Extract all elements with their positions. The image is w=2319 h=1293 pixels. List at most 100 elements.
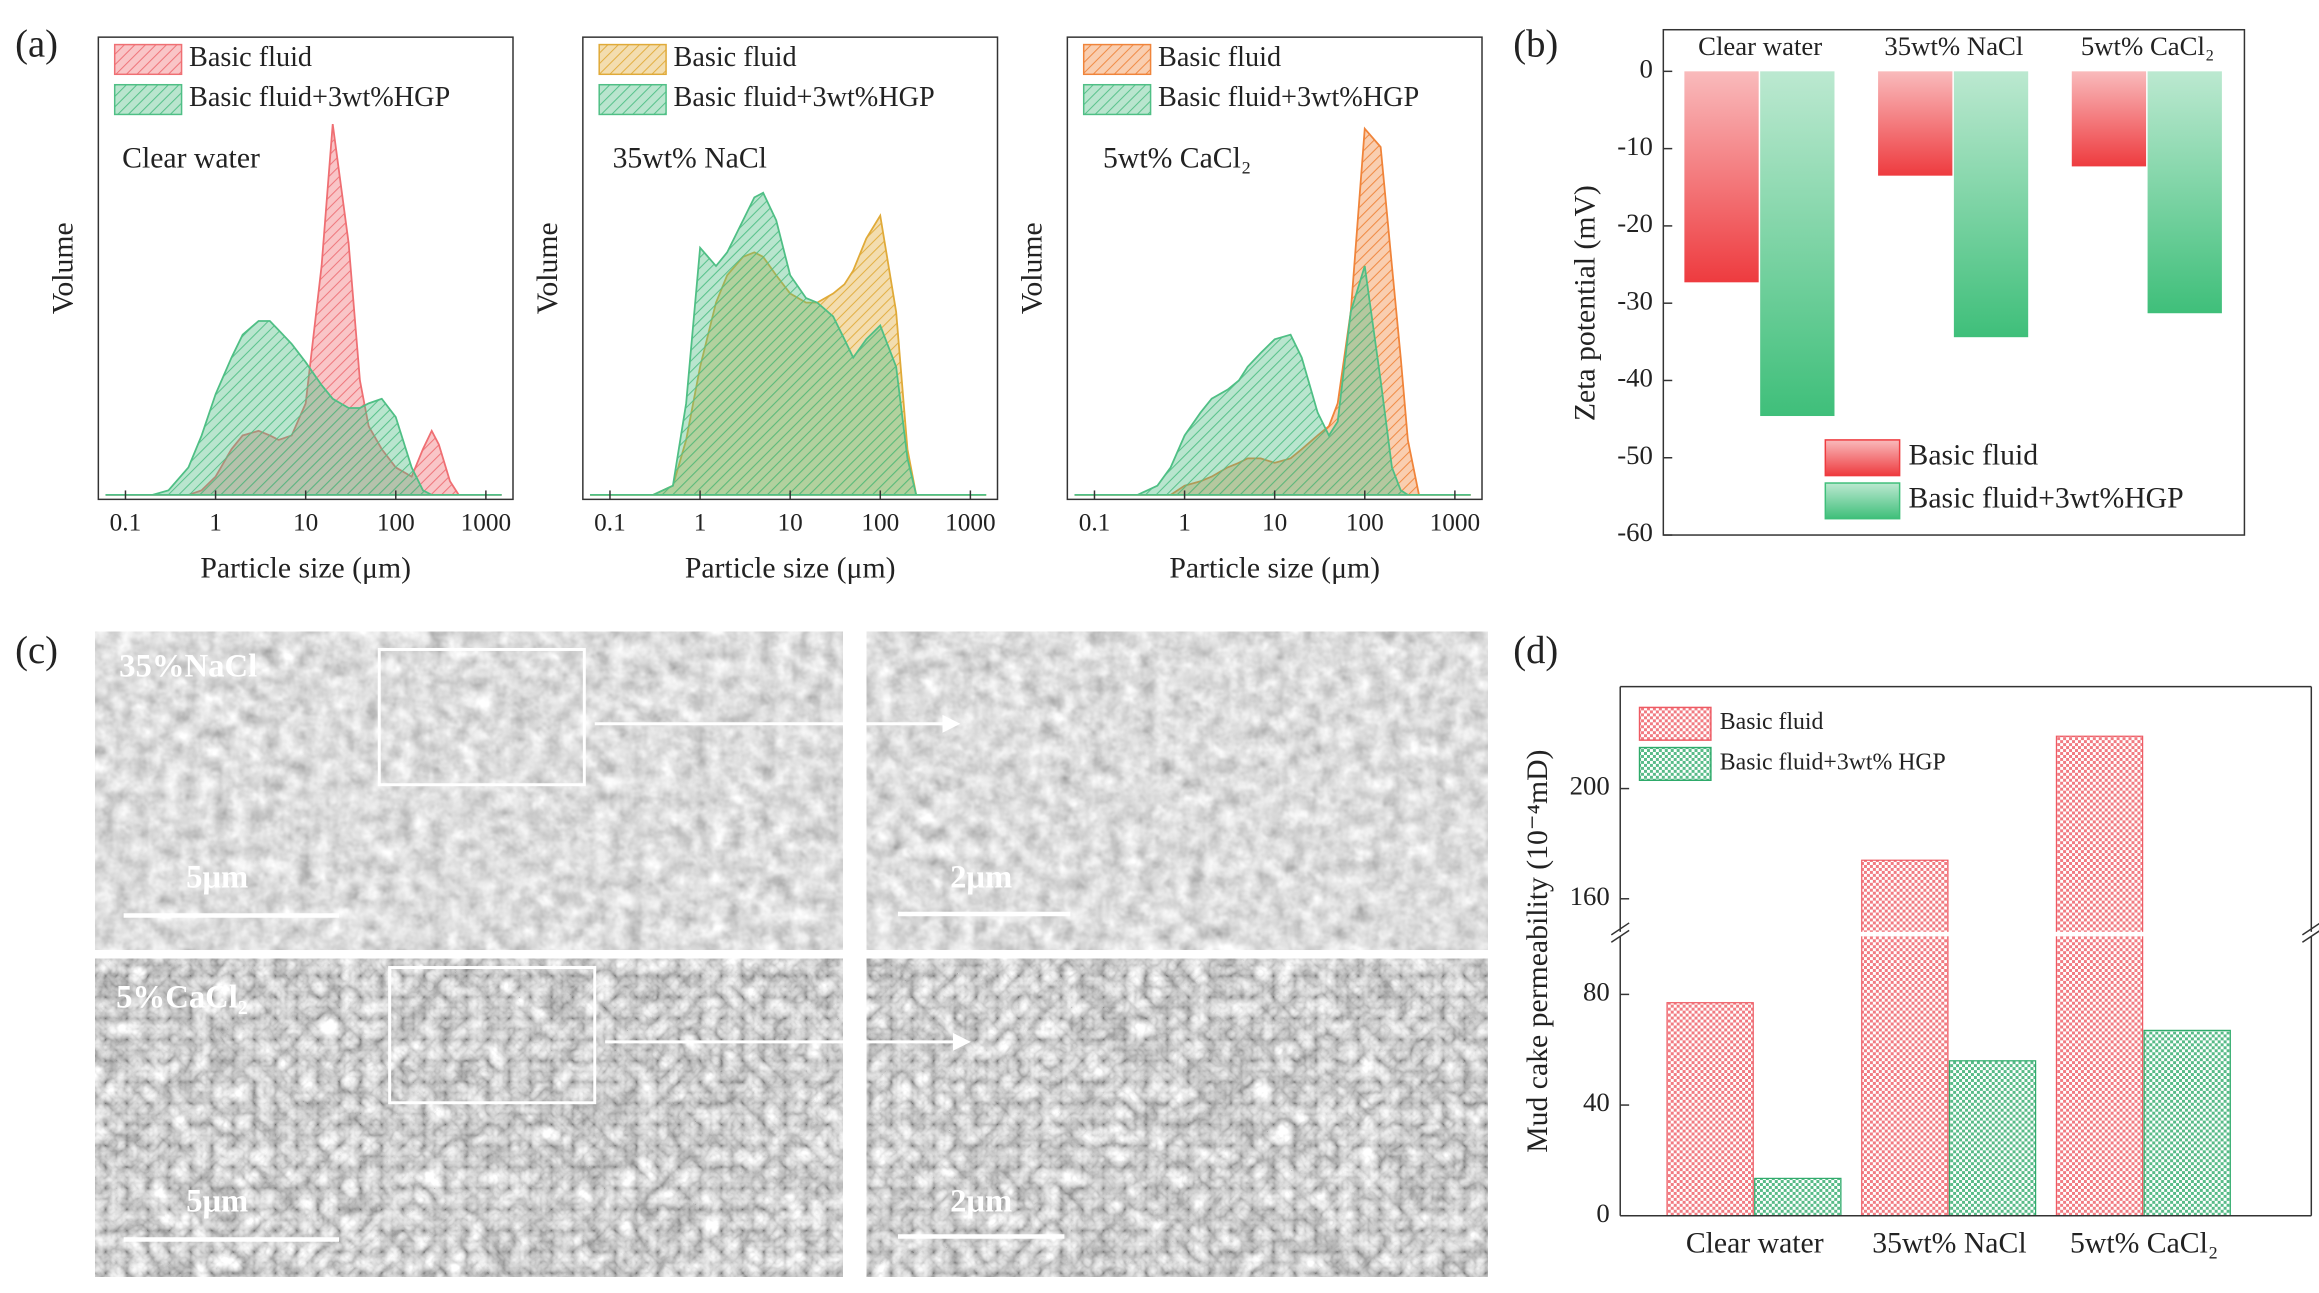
y-tick-label: 0 xyxy=(1640,53,1653,83)
y-axis-label: Volume xyxy=(532,222,564,314)
category-label: 35wt% NaCl xyxy=(1872,1227,2026,1259)
axis-break-gap xyxy=(1608,931,2319,937)
legend-swatch xyxy=(1638,746,1712,782)
y-tick-label: -40 xyxy=(1617,363,1653,393)
legend-label: Basic fluid+3wt%HGP xyxy=(1909,483,2184,515)
bar xyxy=(1666,1002,1754,1217)
bar xyxy=(1861,859,1949,1217)
scale-bar-label: 2μm xyxy=(950,1183,1012,1219)
annotation: Clear water xyxy=(122,142,260,174)
y-axis-label: Mud cake permeability (10⁻⁴mD) xyxy=(1522,750,1554,1153)
scale-bar-label: 2μm xyxy=(950,859,1012,895)
panel-label: (a) xyxy=(15,23,58,65)
panel-label: (b) xyxy=(1513,23,1558,65)
bar xyxy=(1948,1060,2037,1217)
y-tick-label: -30 xyxy=(1617,285,1653,315)
x-tick-label: 100 xyxy=(377,508,415,536)
annotation: 5wt% CaCl₂ xyxy=(1103,142,1251,174)
y-tick-label: -20 xyxy=(1617,208,1653,238)
category-label: 35wt% NaCl xyxy=(1884,31,2023,61)
y-tick-label: 160 xyxy=(1570,881,1610,911)
x-tick-label: 10 xyxy=(778,508,803,536)
area xyxy=(1074,265,1471,496)
area xyxy=(105,320,502,496)
legend-label: Basic fluid xyxy=(1158,42,1281,73)
sem-image xyxy=(866,958,1488,1277)
bar xyxy=(1754,1177,1842,1217)
sem-images: 35%NaCl 5%CaCl₂ 5μm 2μm 5μm 2μm xyxy=(95,631,1488,1277)
category-label: 5wt% CaCl₂ xyxy=(2081,31,2214,61)
legend-swatch xyxy=(598,83,667,116)
zoom-box xyxy=(388,966,597,1105)
bar xyxy=(1760,71,1835,417)
bar xyxy=(2147,71,2222,314)
sem-image xyxy=(95,631,843,950)
x-tick-label: 0.1 xyxy=(594,508,626,536)
x-axis-label: Particle size (μm) xyxy=(685,553,896,585)
arrow-head xyxy=(952,1032,971,1051)
sem-image xyxy=(866,631,1488,950)
legend-label: Basic fluid xyxy=(189,42,312,73)
plot-frame xyxy=(1662,28,2246,536)
legend-swatch xyxy=(598,43,667,76)
x-tick-label: 1 xyxy=(694,508,707,536)
x-tick-label: 100 xyxy=(861,508,899,536)
sem-label: 35%NaCl xyxy=(119,648,257,684)
scale-bar-label: 5μm xyxy=(186,1183,248,1219)
bar xyxy=(1953,71,2029,338)
legend-label: Basic fluid+3wt%HGP xyxy=(1158,82,1419,113)
category-label: Clear water xyxy=(1686,1227,1824,1259)
legend-swatch xyxy=(113,43,183,76)
legend-label: Basic fluid xyxy=(674,42,797,73)
sem-image xyxy=(95,958,843,1277)
y-tick-label: 80 xyxy=(1583,977,1610,1007)
panel-label: (d) xyxy=(1513,630,1558,672)
annotation: 35wt% NaCl xyxy=(613,142,767,174)
arrow-head xyxy=(942,714,961,733)
sem-label: 5%CaCl₂ xyxy=(116,980,247,1016)
x-tick-label: 10 xyxy=(1262,508,1287,536)
x-tick-label: 1000 xyxy=(945,508,996,536)
x-tick-label: 1 xyxy=(1178,508,1191,536)
legend-swatch xyxy=(113,83,183,116)
legend-label: Basic fluid+3wt% HGP xyxy=(1720,749,1946,775)
x-tick-label: 0.1 xyxy=(110,508,142,536)
bar xyxy=(2055,735,2144,1217)
bar xyxy=(2071,71,2147,167)
category-label: 5wt% CaCl₂ xyxy=(2070,1227,2218,1259)
legend-swatch xyxy=(1082,43,1152,76)
x-axis-label: Particle size (μm) xyxy=(200,553,411,585)
y-tick-label: 40 xyxy=(1583,1087,1610,1117)
x-axis-label: Particle size (μm) xyxy=(1169,553,1380,585)
y-tick-label: 0 xyxy=(1596,1198,1609,1228)
legend-swatch xyxy=(1824,439,1901,477)
y-tick-label: -10 xyxy=(1617,131,1653,161)
legend-label: Basic fluid xyxy=(1720,709,1824,735)
x-tick-label: 1 xyxy=(209,508,222,536)
y-tick-label: -60 xyxy=(1617,517,1653,547)
y-axis-label: Volume xyxy=(47,222,79,314)
x-tick-label: 1000 xyxy=(1430,508,1481,536)
y-axis-label: Volume xyxy=(1016,222,1048,314)
legend-swatch xyxy=(1638,706,1712,741)
x-tick-label: 10 xyxy=(293,508,318,536)
legend-label: Basic fluid xyxy=(1909,440,2039,472)
area xyxy=(589,191,987,496)
x-tick-label: 1000 xyxy=(461,508,512,536)
bar xyxy=(2143,1029,2231,1217)
zoom-box xyxy=(377,647,586,787)
x-tick-label: 0.1 xyxy=(1079,508,1111,536)
bar xyxy=(1684,71,1759,283)
y-tick-label: -50 xyxy=(1617,440,1653,470)
legend-swatch xyxy=(1824,482,1901,520)
y-axis-label: Zeta potential (mV) xyxy=(1569,185,1601,421)
scale-bar-label: 5μm xyxy=(186,859,248,895)
y-tick-label: 200 xyxy=(1570,771,1610,801)
legend-label: Basic fluid+3wt%HGP xyxy=(189,82,450,113)
panel-label: (c) xyxy=(15,630,58,672)
legend-swatch xyxy=(1082,83,1152,116)
x-tick-label: 100 xyxy=(1346,508,1384,536)
bar xyxy=(1878,71,1953,176)
